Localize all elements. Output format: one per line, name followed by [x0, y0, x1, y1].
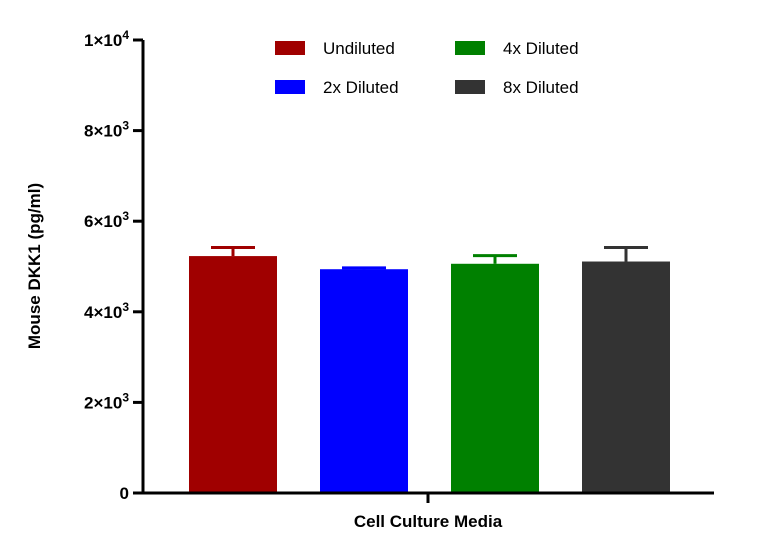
bar — [320, 269, 408, 493]
error-bars-group — [211, 245, 648, 270]
legend-label: 2x Diluted — [323, 78, 399, 97]
y-tick-label: 1×104 — [84, 28, 129, 50]
legend-swatch — [275, 80, 305, 94]
legend-swatch — [455, 80, 485, 94]
legend-swatch — [455, 41, 485, 55]
legend-label: 8x Diluted — [503, 78, 579, 97]
legend-swatch — [275, 41, 305, 55]
y-tick-label: 4×103 — [84, 300, 129, 322]
y-ticks-group: 0 2×103 4×103 6×103 8×103 1×104 — [84, 28, 143, 503]
bar — [451, 263, 539, 493]
axes-group — [141, 40, 714, 503]
legend: Undiluted 2x Diluted 4x Diluted 8x Diluted — [275, 39, 579, 97]
bar — [582, 261, 670, 493]
legend-label: 4x Diluted — [503, 39, 579, 58]
y-tick-label: 2×103 — [84, 390, 129, 412]
y-tick-label: 6×103 — [84, 209, 129, 231]
y-axis-title: Mouse DKK1 (pg/ml) — [25, 183, 44, 349]
legend-label: Undiluted — [323, 39, 395, 58]
y-tick-label: 0 — [120, 484, 129, 503]
bars-group — [189, 256, 670, 493]
y-tick-label: 8×103 — [84, 119, 129, 141]
bar — [189, 256, 277, 493]
x-axis-title: Cell Culture Media — [354, 512, 503, 531]
